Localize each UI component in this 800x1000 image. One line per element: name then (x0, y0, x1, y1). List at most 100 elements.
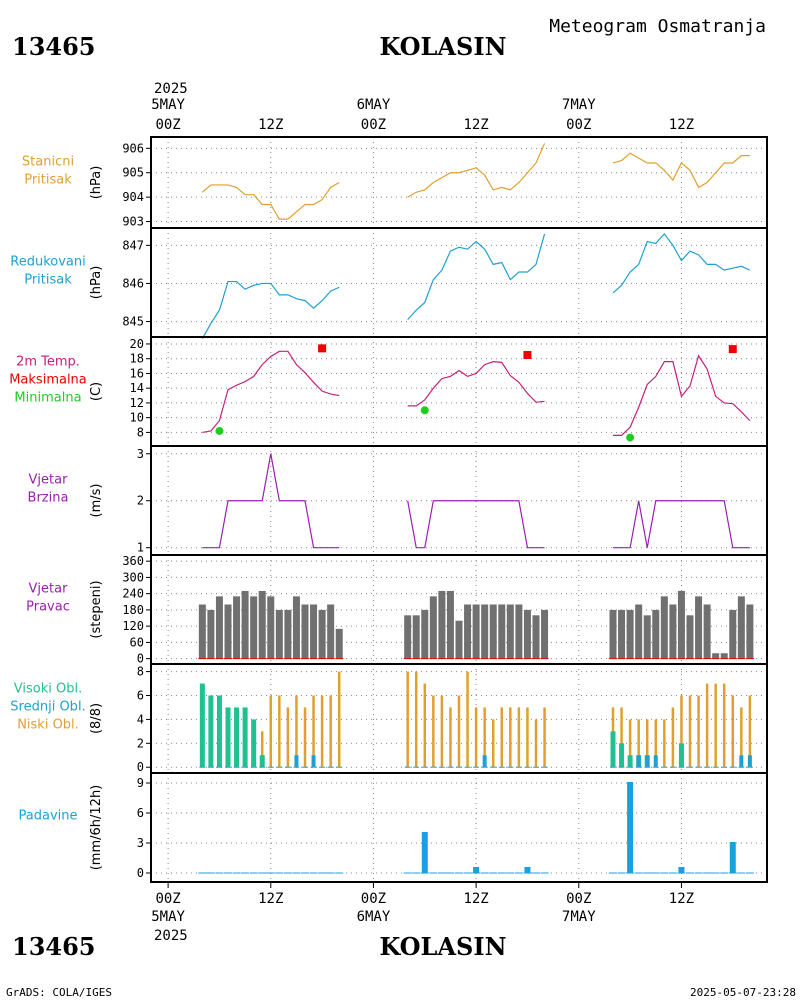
direction-bar (626, 609, 634, 659)
time-tick-label: 12Z (463, 117, 488, 133)
y-tick-label: 906 (122, 141, 144, 155)
direction-bar (703, 604, 711, 659)
time-tick-label: 00Z (361, 891, 386, 907)
y-tick-label: 2 (137, 494, 144, 508)
direction-bar (267, 596, 275, 659)
day-label: 6MAY (357, 909, 391, 925)
bottom-year: 2025 (154, 928, 188, 944)
direction-bar (515, 604, 523, 659)
y-tick-label: 360 (122, 554, 144, 568)
cloud-bar (406, 671, 409, 768)
cloud-bar (320, 695, 324, 768)
cloud-bar (619, 743, 625, 768)
direction-bar (224, 604, 232, 659)
cloud-bar (278, 695, 281, 768)
day-label: 7MAY (562, 97, 596, 113)
series-line (202, 350, 340, 434)
series-line (407, 143, 546, 198)
cloud-bar (628, 719, 632, 768)
series-line (612, 232, 751, 294)
cloud-bar (259, 755, 265, 768)
time-tick-label: 00Z (566, 891, 591, 907)
panel-6: 0 2 4 6 8 Visoki Obl. Srednji Obl. Niski Obl. (8… (10, 663, 768, 774)
cloud-bar (526, 707, 529, 768)
cloud-bar (449, 707, 452, 768)
direction-bar (481, 604, 489, 659)
y-tick-label: 8 (137, 425, 144, 439)
y-tick-label: 0 (137, 760, 144, 774)
cloud-bar (688, 695, 692, 768)
cloud-bar (714, 683, 717, 768)
series-line (613, 500, 750, 549)
y-tick-label: 14 (130, 381, 144, 395)
cloud-bar (269, 695, 273, 768)
y-tick-label: 0 (137, 866, 144, 880)
tmin-marker (215, 426, 224, 435)
panel-label-line: 2m Temp. (16, 355, 80, 370)
cloud-bar (242, 707, 248, 768)
direction-bar (464, 604, 472, 659)
cloud-bar (329, 695, 332, 768)
cloud-bar (671, 707, 675, 768)
panel-label-line: Padavine (19, 809, 78, 824)
cloud-bar (654, 719, 658, 768)
cloud-bar (311, 755, 316, 768)
panel-ylabel: (hPa) (89, 266, 104, 300)
cloud-bar (627, 755, 633, 768)
y-tick-label: 2 (137, 736, 144, 750)
cloud-bar (337, 671, 341, 768)
cloud-bar (295, 695, 298, 768)
y-tick-label: 60 (130, 635, 144, 649)
series-line (613, 354, 751, 436)
direction-bar (541, 609, 549, 659)
day-label: 7MAY (562, 909, 596, 925)
direction-bar (652, 609, 660, 659)
cloud-bar (457, 695, 461, 768)
precip-bar (524, 867, 531, 873)
panel-label-line: Vjetar (29, 582, 69, 597)
top-time-axis: 00Z 12Z 00Z 12Z 00Z 12Z 5MAY 6MAY 7MAY (151, 97, 694, 133)
direction-bar (404, 615, 412, 659)
cloud-bar (500, 707, 504, 768)
direction-bar (250, 596, 258, 659)
panel-ylabel: (8/8) (89, 703, 104, 734)
direction-bar (335, 628, 343, 659)
direction-bar (712, 653, 720, 659)
panel-1: 903 904 905 906 Stanicni Pritisak (hPa) (22, 136, 768, 229)
direction-bar (455, 620, 463, 659)
cloud-bar (208, 695, 214, 768)
station-name-top: KOLASIN (379, 32, 506, 61)
panel-label-line: Brzina (28, 491, 69, 506)
panel-label-line: Vjetar (29, 473, 69, 488)
direction-bar (438, 590, 446, 659)
panel-ylabel: (m/s) (89, 484, 104, 518)
panel-label-line: Minimalna (14, 391, 81, 406)
cloud-bar (543, 707, 546, 768)
panel-7: 0 3 6 9 Padavine (mm/6h/12h) (19, 772, 768, 883)
panel-label-line: Stanicni (22, 155, 74, 170)
cloud-bar (645, 755, 650, 768)
y-tick-label: 6 (137, 688, 144, 702)
tmin-marker (420, 406, 429, 415)
direction-bar (310, 604, 318, 659)
cloud-bar (294, 755, 299, 768)
panel-label-line: Pravac (26, 600, 70, 615)
direction-bar (207, 609, 215, 659)
cloud-bar (739, 755, 744, 768)
time-tick-label: 12Z (463, 891, 488, 907)
top-year: 2025 (154, 81, 188, 97)
y-tick-label: 12 (130, 396, 144, 410)
direction-bar (695, 596, 703, 659)
direction-bar (198, 604, 206, 659)
panel-label-line: Visoki Obl. (14, 682, 82, 697)
y-tick-label: 904 (122, 190, 144, 204)
y-tick-label: 10 (130, 411, 144, 425)
tmax-marker (523, 351, 532, 360)
time-tick-label: 00Z (155, 891, 180, 907)
panel-ylabel: (stepeni) (89, 580, 104, 638)
direction-bar (215, 596, 223, 659)
direction-bar (660, 596, 668, 659)
panel-frame (150, 136, 768, 229)
time-tick-label: 00Z (361, 117, 386, 133)
